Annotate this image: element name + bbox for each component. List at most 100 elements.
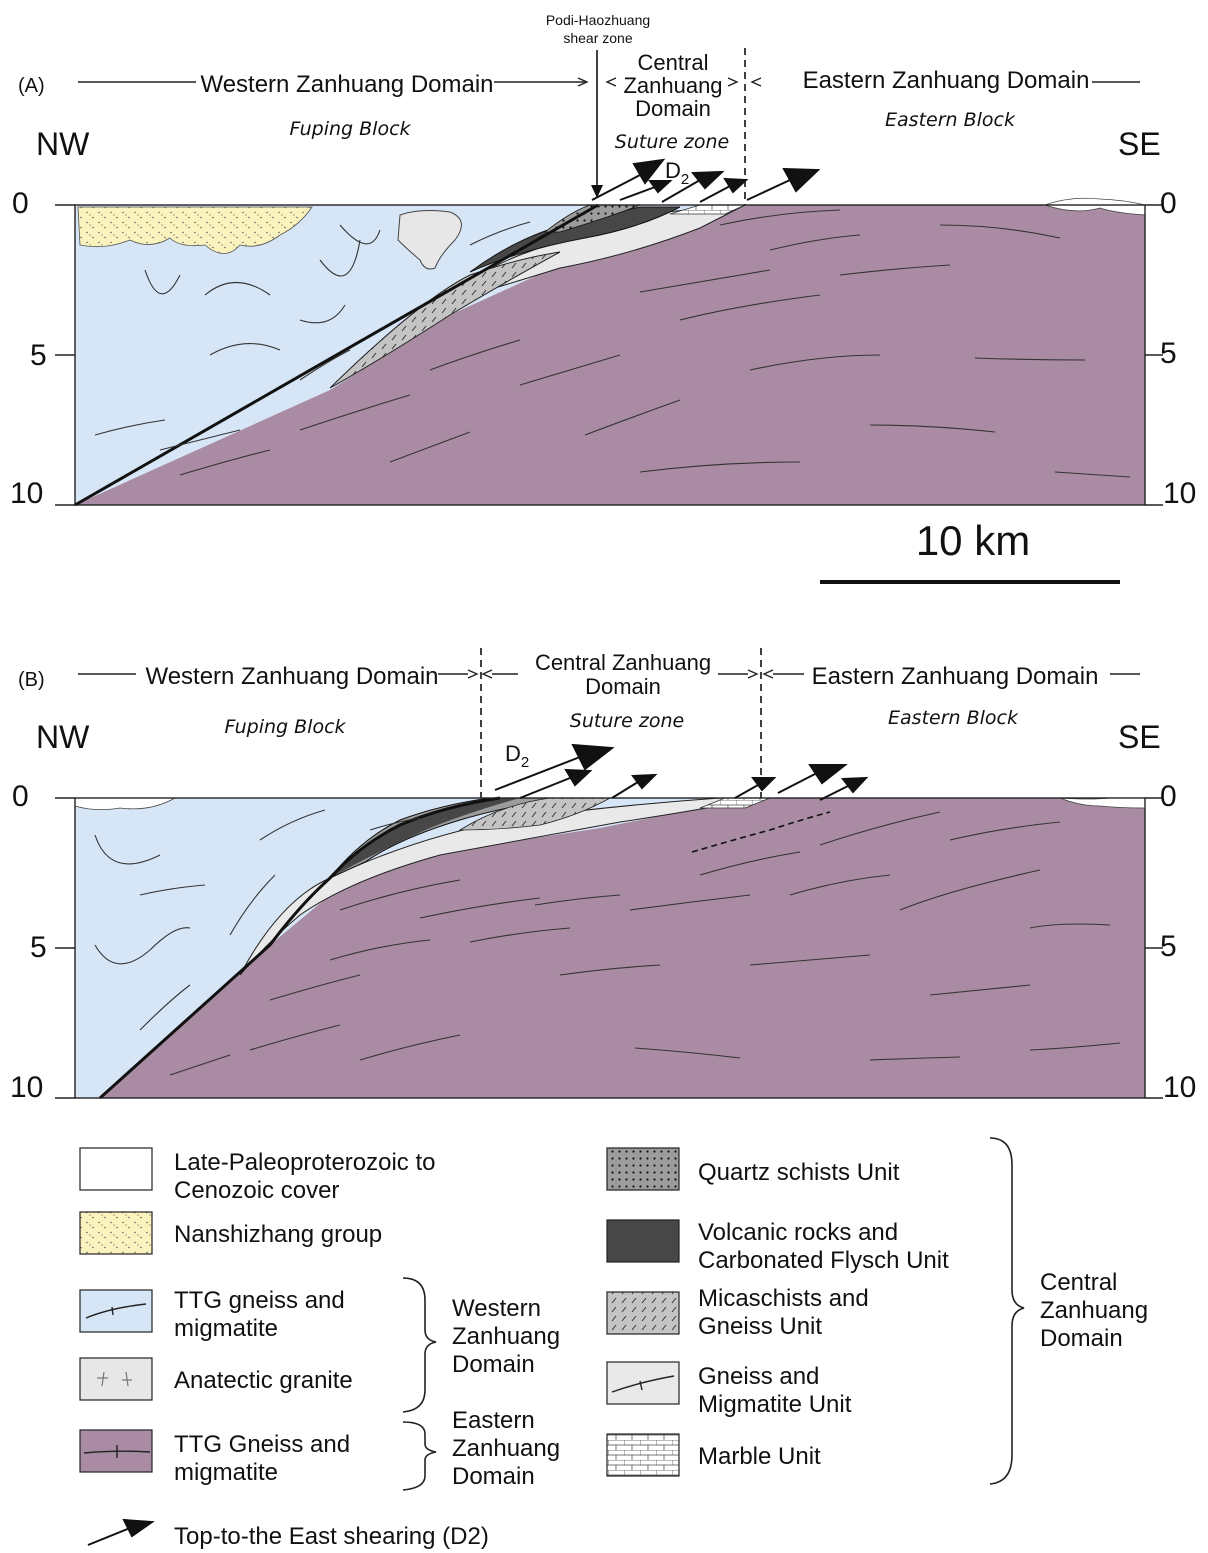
panel-b: (B) Western Zanhuang Domain Central Zanh…	[10, 648, 1196, 1104]
panel-b-label: (B)	[18, 669, 45, 691]
panel-b-depth-10-left: 10	[10, 1071, 43, 1104]
panel-a-depth-axis-right	[1145, 204, 1163, 506]
panel-b-western-domain: Western Zanhuang Domain	[145, 663, 438, 690]
legend: Late-Paleoproterozoic to Cenozoic cover …	[79, 1137, 1148, 1550]
legend-ttg-east-1: TTG Gneiss and	[174, 1431, 350, 1458]
panel-a-depth-5-left: 5	[30, 339, 47, 372]
legend-central-group-1: Central	[1040, 1269, 1117, 1296]
panel-b-cover-east	[1059, 797, 1146, 809]
panel-b-depth-axis-right	[1145, 797, 1163, 1099]
legend-swatch-anatectic	[79, 1357, 153, 1401]
panel-a-central-domain-2: Zanhuang	[623, 73, 722, 98]
panel-a-western-domain: Western Zanhuang Domain	[200, 71, 493, 98]
legend-eastern-group-2: Zanhuang	[452, 1435, 560, 1462]
panel-a-main-thrust	[74, 203, 599, 507]
panel-b-depth-axis-left	[55, 797, 75, 1099]
panel-b-foliation-east	[169, 811, 1121, 1076]
legend-micaschists-2: Gneiss Unit	[698, 1313, 822, 1340]
legend-swatch-ttg-west-foliation	[85, 1303, 147, 1319]
panel-a-volcanic-unit	[469, 206, 681, 273]
panel-a-foliation-west	[94, 221, 531, 451]
legend-swatch-ttg-east-foliation	[83, 1445, 151, 1458]
panel-a-d2-label: D2	[665, 158, 689, 188]
legend-anatectic: Anatectic granite	[174, 1367, 353, 1394]
legend-western-group-3: Domain	[452, 1351, 535, 1378]
panel-b-depth-5-right: 5	[1160, 930, 1177, 963]
panel-a-ttg-east-block	[75, 205, 1145, 505]
panel-a-anatectic-granite	[397, 210, 462, 270]
legend-volcanic-1: Volcanic rocks and	[698, 1219, 898, 1246]
panel-a-domain-header	[78, 77, 1140, 87]
panel-b-d2-label: D2	[505, 741, 529, 771]
panel-a-shear-zone-arrowhead	[591, 185, 603, 198]
legend-swatch-anatectic-symbols	[97, 1371, 132, 1387]
legend-gneiss-migmatite-2: Migmatite Unit	[698, 1391, 852, 1418]
panel-b-depth-10-right: 10	[1163, 1071, 1196, 1104]
panel-a-suture-zone: Suture zone	[615, 131, 729, 153]
panel-a-shear-zone-label-1: Podi-Haozhuang	[546, 12, 650, 28]
legend-gneiss-migmatite-1: Gneiss and	[698, 1363, 819, 1390]
legend-nanshizhang: Nanshizhang group	[174, 1221, 382, 1248]
panel-a-label: (A)	[18, 75, 45, 97]
legend-swatch-nanshizhang	[79, 1211, 153, 1255]
panel-b-fuping-block: Fuping Block	[224, 716, 346, 738]
legend-cover-1: Late-Paleoproterozoic to	[174, 1149, 436, 1176]
legend-swatch-gneiss-foliation	[611, 1375, 675, 1393]
panel-b-foliation-west	[94, 809, 421, 1031]
panel-a-shear-arrows	[591, 158, 821, 203]
panel-b-central-domain-1: Central Zanhuang	[535, 650, 711, 675]
panel-a: (A) Podi-Haozhuang shear zone Western Za…	[10, 12, 1196, 584]
panel-a-depth-axis-left	[55, 204, 75, 506]
panel-b-se: SE	[1118, 719, 1161, 755]
panel-b-central-domain-2: Domain	[585, 674, 661, 699]
legend-swatch-quartz	[606, 1147, 680, 1191]
panel-b-eastern-domain: Eastern Zanhuang Domain	[812, 663, 1099, 690]
panel-a-nanshizhang-group	[77, 206, 313, 254]
panel-a-se: SE	[1118, 126, 1161, 162]
legend-swatch-marble	[606, 1433, 680, 1477]
panel-b-inferred-fault	[691, 811, 831, 853]
panel-a-shear-zone-label-2: shear zone	[563, 30, 632, 46]
panel-b-shear-arrows	[494, 743, 869, 801]
panel-a-foliation-east	[179, 209, 1131, 478]
legend-brace-western	[402, 1277, 437, 1413]
panel-b-cover-west	[74, 797, 177, 810]
legend-brace-eastern	[402, 1421, 437, 1491]
legend-micaschists-1: Micaschists and	[698, 1285, 869, 1312]
legend-ttg-west-2: migmatite	[174, 1315, 278, 1342]
panel-a-eastern-domain: Eastern Zanhuang Domain	[803, 67, 1090, 94]
legend-eastern-group-3: Domain	[452, 1463, 535, 1490]
legend-brace-central	[989, 1137, 1025, 1485]
panel-a-central-domain-3: Domain	[635, 96, 711, 121]
legend-western-group-1: Western	[452, 1295, 541, 1322]
legend-quartz: Quartz schists Unit	[698, 1159, 900, 1186]
panel-b-eastern-block: Eastern Block	[888, 707, 1019, 729]
panel-b-depth-5-left: 5	[30, 931, 47, 964]
panel-a-depth-0-right: 0	[1160, 187, 1177, 220]
legend-ttg-west-1: TTG gneiss and	[174, 1287, 345, 1314]
panel-a-depth-10-right: 10	[1163, 477, 1196, 510]
panel-a-depth-5-right: 5	[1160, 337, 1177, 370]
legend-central-group-3: Domain	[1040, 1325, 1123, 1352]
legend-western-group-2: Zanhuang	[452, 1323, 560, 1350]
legend-ttg-east-2: migmatite	[174, 1459, 278, 1486]
panel-b-main-thrust	[98, 796, 501, 1100]
legend-swatch-cover	[79, 1147, 153, 1191]
panel-b-depth-0-left: 0	[12, 780, 29, 813]
legend-marble: Marble Unit	[698, 1443, 821, 1470]
panel-a-depth-10-left: 10	[10, 477, 43, 510]
panel-a-scale-bar-label: 10 km	[916, 517, 1030, 564]
legend-shearing: Top-to-the East shearing (D2)	[174, 1523, 489, 1550]
panel-b-ttg-east-block	[100, 798, 1145, 1098]
legend-swatch-micaschists	[606, 1291, 680, 1335]
legend-swatch-ttg-west	[79, 1289, 153, 1333]
legend-swatch-volcanic	[606, 1219, 680, 1263]
panel-a-central-domain-1: Central	[638, 50, 709, 75]
panel-a-eastern-block: Eastern Block	[885, 109, 1016, 131]
panel-b-suture-zone: Suture zone	[570, 710, 684, 732]
panel-b-nw: NW	[36, 719, 90, 755]
panel-b-micaschists-unit	[458, 797, 612, 831]
panel-a-fuping-block: Fuping Block	[289, 118, 411, 140]
legend-central-group-2: Zanhuang	[1040, 1297, 1148, 1324]
